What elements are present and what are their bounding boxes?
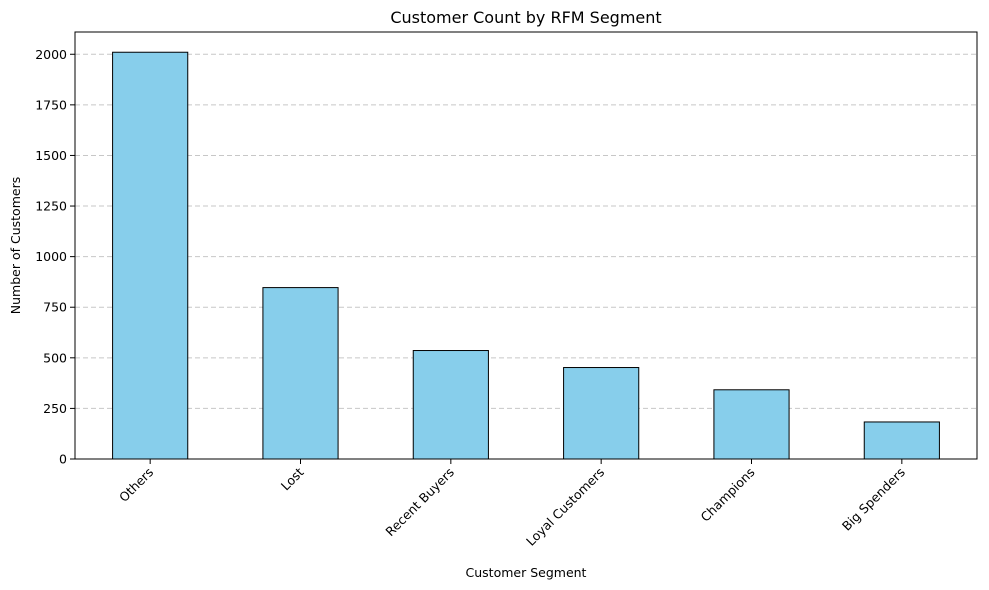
bar bbox=[863, 421, 940, 460]
x-tick-label: Loyal Customers bbox=[523, 465, 607, 549]
y-tick-label: 1500 bbox=[35, 148, 67, 163]
bar bbox=[563, 367, 640, 460]
bar bbox=[262, 287, 339, 460]
bar bbox=[713, 389, 790, 460]
y-tick-label: 0 bbox=[59, 452, 67, 467]
x-tick-label: Lost bbox=[278, 464, 307, 493]
x-tick-label: Recent Buyers bbox=[382, 465, 457, 540]
y-tick-label: 500 bbox=[43, 350, 67, 365]
bar bbox=[412, 350, 489, 460]
y-axis-ticks: 0 250 500 750 1000 1250 1500 1750 2000 bbox=[35, 47, 75, 467]
bars bbox=[112, 51, 940, 460]
x-tick-label: Others bbox=[116, 465, 156, 505]
y-axis-label: Number of Customers bbox=[8, 177, 23, 314]
y-tick-label: 1750 bbox=[35, 97, 67, 112]
x-tick-label: Champions bbox=[698, 465, 758, 525]
bar bbox=[112, 51, 189, 460]
chart-title: Customer Count by RFM Segment bbox=[390, 8, 661, 27]
y-tick-label: 750 bbox=[43, 300, 67, 315]
x-axis-label: Customer Segment bbox=[466, 565, 587, 580]
grid-lines bbox=[75, 53, 977, 460]
y-tick-label: 2000 bbox=[35, 47, 67, 62]
y-tick-label: 250 bbox=[43, 401, 67, 416]
y-tick-label: 1250 bbox=[35, 199, 67, 214]
y-tick-label: 1000 bbox=[35, 249, 67, 264]
plot-frame bbox=[74, 31, 978, 460]
x-axis-ticks: Others Lost Recent Buyers Loyal Customers Ch… bbox=[116, 459, 908, 549]
x-tick-label: Big Spenders bbox=[839, 465, 908, 534]
